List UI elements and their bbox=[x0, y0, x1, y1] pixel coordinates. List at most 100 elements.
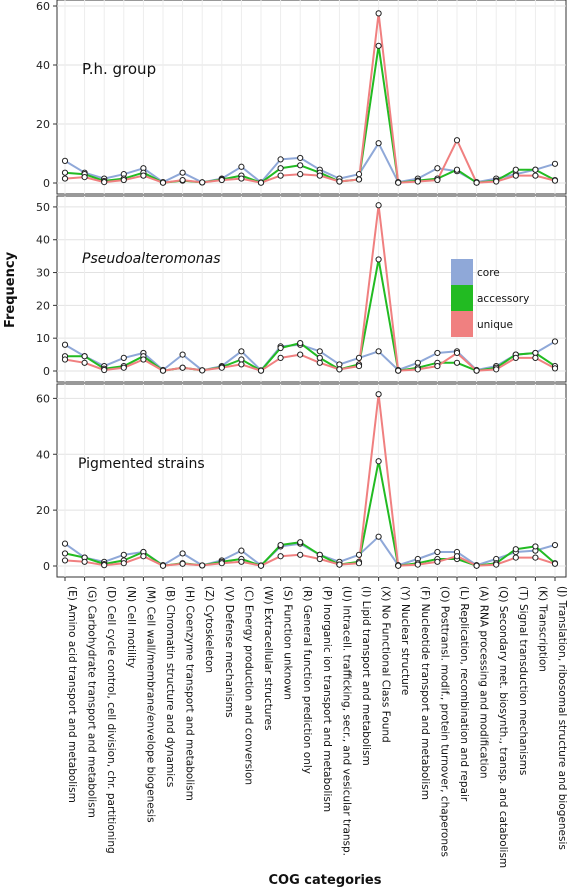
data-point-unique bbox=[375, 202, 382, 209]
data-point-core bbox=[120, 354, 127, 361]
x-tick-label: (F) Nucleotide transport and metabolism bbox=[419, 586, 431, 800]
data-point-unique bbox=[218, 560, 225, 567]
data-point-unique bbox=[140, 356, 147, 363]
x-tick-label: (S) Function unknown bbox=[282, 586, 294, 700]
x-tick-label: (I) Lipid transport and metabolism bbox=[360, 586, 372, 766]
data-point-unique bbox=[414, 178, 421, 185]
data-point-unique bbox=[532, 554, 539, 561]
data-point-unique bbox=[140, 172, 147, 179]
data-point-core bbox=[238, 547, 245, 554]
data-point-unique bbox=[453, 349, 461, 357]
panel-background bbox=[56, 383, 567, 578]
data-point-unique bbox=[414, 366, 421, 373]
y-tick-label: 50 bbox=[36, 201, 50, 214]
x-tick-label: (W) Extracellular structures bbox=[262, 586, 274, 730]
panel-2: 0 10 20 30 40 50 Pseudoalteromonas bbox=[36, 195, 567, 383]
data-point-unique bbox=[218, 176, 225, 184]
data-point-unique bbox=[551, 365, 559, 372]
panel-background bbox=[56, 195, 567, 383]
data-point-accessory bbox=[453, 359, 461, 366]
legend-swatch-unique bbox=[451, 311, 473, 337]
data-point-accessory bbox=[375, 256, 382, 263]
x-tick-label: (G) Carbohydrate transport and metabolis… bbox=[86, 586, 98, 818]
data-point-unique bbox=[277, 553, 284, 560]
y-tick-label: 10 bbox=[36, 332, 50, 345]
data-point-unique bbox=[434, 362, 441, 370]
data-point-unique bbox=[238, 361, 245, 368]
data-point-accessory bbox=[375, 458, 382, 465]
x-tick-label: (Y) Nuclear structure bbox=[399, 586, 411, 695]
data-point-unique bbox=[199, 367, 206, 374]
data-point-unique bbox=[551, 177, 559, 184]
data-point-unique bbox=[316, 172, 323, 179]
data-point-unique bbox=[257, 562, 265, 569]
data-point-accessory bbox=[277, 165, 284, 172]
data-point-unique bbox=[336, 366, 343, 373]
y-tick-label: 40 bbox=[36, 448, 50, 461]
data-point-unique bbox=[277, 172, 284, 179]
panel-1: 0 20 40 60 P.h. group bbox=[36, 0, 567, 195]
data-point-accessory bbox=[512, 166, 519, 173]
data-point-unique bbox=[512, 172, 519, 179]
data-point-core bbox=[551, 160, 559, 167]
y-tick-label: 40 bbox=[36, 59, 50, 72]
y-tick-label: 0 bbox=[43, 365, 50, 378]
data-point-core bbox=[355, 354, 363, 361]
x-tick-label: (Z) Cytoskeleton bbox=[203, 586, 215, 673]
legend-label-unique: unique bbox=[477, 319, 513, 331]
data-point-core bbox=[120, 551, 127, 558]
data-point-unique bbox=[179, 176, 186, 184]
data-point-unique bbox=[61, 557, 69, 564]
x-tick-label: (H) Coenzyme transport and metabolism bbox=[184, 586, 196, 801]
data-point-unique bbox=[81, 359, 88, 366]
panel-3: 0 20 40 60 Pigmented strains bbox=[36, 383, 567, 578]
legend-swatch-core bbox=[451, 259, 473, 285]
data-point-accessory bbox=[277, 541, 284, 549]
data-point-unique bbox=[493, 178, 500, 185]
data-point-unique bbox=[199, 179, 206, 186]
data-point-unique bbox=[316, 359, 323, 366]
data-point-unique bbox=[395, 562, 402, 569]
data-point-unique bbox=[473, 179, 480, 186]
x-tick-label: (C) Energy production and conversion bbox=[242, 586, 254, 785]
series-line-accessory bbox=[65, 258, 556, 372]
series-line-unique bbox=[64, 12, 556, 184]
x-tick-label: (E) Amino acid transport and metabolism bbox=[66, 586, 78, 803]
data-point-accessory bbox=[297, 539, 304, 546]
legend: core accessory unique bbox=[451, 259, 529, 337]
data-point-unique bbox=[453, 137, 461, 144]
panel-background bbox=[56, 0, 567, 195]
x-tick-label: (U) Intracell. trafficking, secr., and v… bbox=[340, 586, 352, 856]
data-point-unique bbox=[81, 558, 88, 565]
x-tick-label: (N) Cell motility bbox=[125, 586, 137, 668]
data-point-unique bbox=[101, 562, 108, 569]
x-tick-labels: (E) Amino acid transport and metabolism (… bbox=[64, 577, 568, 868]
data-point-unique bbox=[473, 367, 480, 374]
data-point-accessory bbox=[532, 349, 539, 357]
data-point-unique bbox=[61, 356, 69, 363]
data-point-accessory bbox=[81, 353, 88, 360]
data-point-unique bbox=[120, 176, 127, 184]
y-tick-label: 60 bbox=[36, 392, 50, 405]
data-point-unique bbox=[414, 561, 421, 568]
data-point-unique bbox=[120, 560, 127, 567]
data-point-unique bbox=[61, 175, 69, 182]
data-point-unique bbox=[434, 558, 441, 565]
data-point-unique bbox=[81, 174, 88, 181]
data-point-core bbox=[434, 349, 441, 357]
x-tick-label: (R) General function prediction only bbox=[301, 586, 313, 774]
data-point-unique bbox=[355, 176, 363, 183]
data-point-unique bbox=[532, 354, 539, 361]
legend-swatch-accessory bbox=[451, 285, 473, 311]
data-point-unique bbox=[159, 179, 167, 186]
data-point-accessory bbox=[238, 356, 245, 363]
data-point-unique bbox=[395, 367, 402, 374]
x-tick-label: (M) Cell wall/membrane/envelope biogenes… bbox=[144, 586, 156, 823]
data-point-unique bbox=[218, 364, 225, 371]
data-point-accessory bbox=[532, 543, 539, 550]
data-point-core bbox=[434, 165, 441, 172]
data-point-core bbox=[316, 348, 323, 355]
x-tick-label: (T) Signal transduction mechanisms bbox=[517, 586, 529, 775]
data-point-core bbox=[61, 157, 69, 164]
data-point-accessory bbox=[297, 340, 304, 347]
